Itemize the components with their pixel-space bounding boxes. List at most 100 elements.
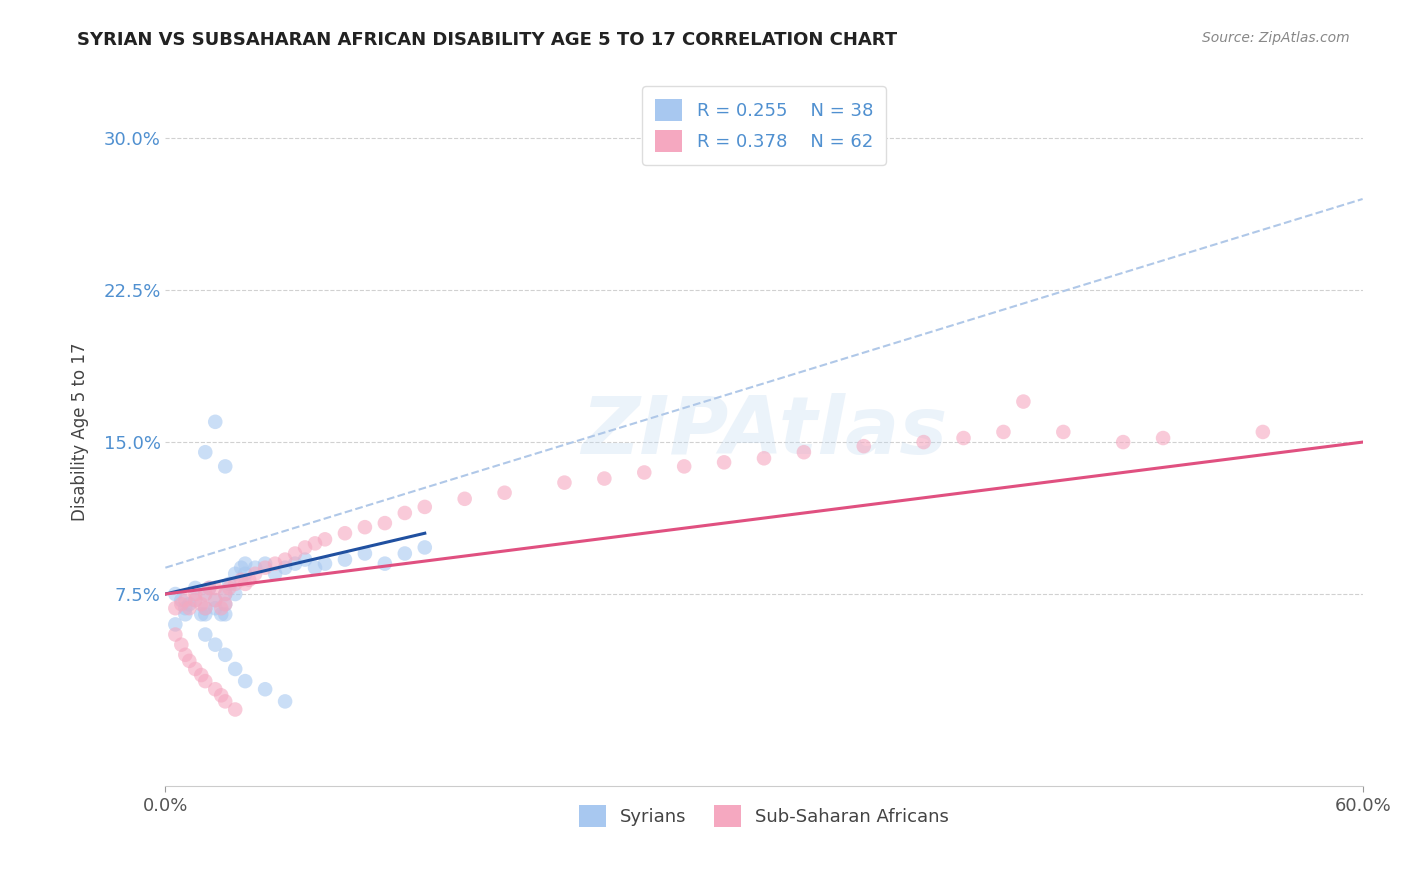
Point <box>264 557 287 571</box>
Point <box>174 593 197 607</box>
Point <box>413 500 436 514</box>
Point <box>314 533 336 547</box>
Point <box>209 601 232 615</box>
Point <box>174 648 197 662</box>
Point <box>553 475 575 490</box>
Point <box>413 541 436 555</box>
Point <box>198 581 221 595</box>
Point <box>184 593 207 607</box>
Point <box>238 573 260 587</box>
Point <box>633 466 655 480</box>
Point <box>179 601 201 615</box>
Point <box>284 547 307 561</box>
Point <box>274 694 297 708</box>
Point <box>214 648 236 662</box>
Point <box>274 552 297 566</box>
Point <box>184 593 207 607</box>
Point <box>165 601 187 615</box>
Legend: Syrians, Sub-Saharan Africans: Syrians, Sub-Saharan Africans <box>571 797 956 834</box>
Point <box>218 581 240 595</box>
Point <box>233 577 256 591</box>
Point <box>194 587 217 601</box>
Point <box>209 607 232 622</box>
Point <box>170 593 193 607</box>
Point <box>194 445 217 459</box>
Point <box>209 689 232 703</box>
Point <box>1012 394 1035 409</box>
Point <box>233 674 256 689</box>
Point <box>333 552 356 566</box>
Point <box>165 587 187 601</box>
Point <box>179 597 201 611</box>
Point <box>673 459 696 474</box>
Point <box>394 547 416 561</box>
Point <box>174 607 197 622</box>
Point <box>752 451 775 466</box>
Point <box>214 694 236 708</box>
Point <box>793 445 815 459</box>
Point <box>190 597 212 611</box>
Point <box>184 587 207 601</box>
Point <box>204 593 226 607</box>
Point <box>165 627 187 641</box>
Point <box>314 557 336 571</box>
Point <box>952 431 974 445</box>
Point <box>284 557 307 571</box>
Point <box>233 557 256 571</box>
Point <box>194 601 217 615</box>
Point <box>993 425 1015 439</box>
Point <box>254 560 277 574</box>
Point <box>1112 435 1135 450</box>
Point <box>214 597 236 611</box>
Point <box>179 654 201 668</box>
Point <box>204 581 226 595</box>
Point <box>231 573 253 587</box>
Point <box>304 536 326 550</box>
Point <box>204 593 226 607</box>
Point <box>214 607 236 622</box>
Point <box>713 455 735 469</box>
Point <box>294 541 316 555</box>
Point <box>1052 425 1074 439</box>
Point <box>194 601 217 615</box>
Point <box>204 601 226 615</box>
Point <box>354 547 377 561</box>
Point <box>233 566 256 581</box>
Point <box>214 587 236 601</box>
Point <box>184 581 207 595</box>
Point <box>214 459 236 474</box>
Point <box>494 485 516 500</box>
Point <box>198 581 221 595</box>
Text: SYRIAN VS SUBSAHARAN AFRICAN DISABILITY AGE 5 TO 17 CORRELATION CHART: SYRIAN VS SUBSAHARAN AFRICAN DISABILITY … <box>77 31 897 49</box>
Point <box>264 566 287 581</box>
Point <box>243 566 266 581</box>
Point <box>224 702 246 716</box>
Point <box>243 560 266 574</box>
Point <box>214 597 236 611</box>
Text: Source: ZipAtlas.com: Source: ZipAtlas.com <box>1202 31 1350 45</box>
Point <box>912 435 935 450</box>
Point <box>174 601 197 615</box>
Point <box>194 627 217 641</box>
Point <box>194 607 217 622</box>
Point <box>170 597 193 611</box>
Point <box>170 638 193 652</box>
Point <box>1251 425 1274 439</box>
Point <box>190 607 212 622</box>
Point <box>194 587 217 601</box>
Point <box>294 552 316 566</box>
Point <box>453 491 475 506</box>
Point <box>394 506 416 520</box>
Point <box>354 520 377 534</box>
Point <box>254 682 277 697</box>
Point <box>374 557 396 571</box>
Point <box>218 577 240 591</box>
Point <box>224 577 246 591</box>
Point <box>231 560 253 574</box>
Point <box>274 560 297 574</box>
Point <box>204 638 226 652</box>
Point <box>204 415 226 429</box>
Point <box>204 682 226 697</box>
Point <box>333 526 356 541</box>
Point <box>190 668 212 682</box>
